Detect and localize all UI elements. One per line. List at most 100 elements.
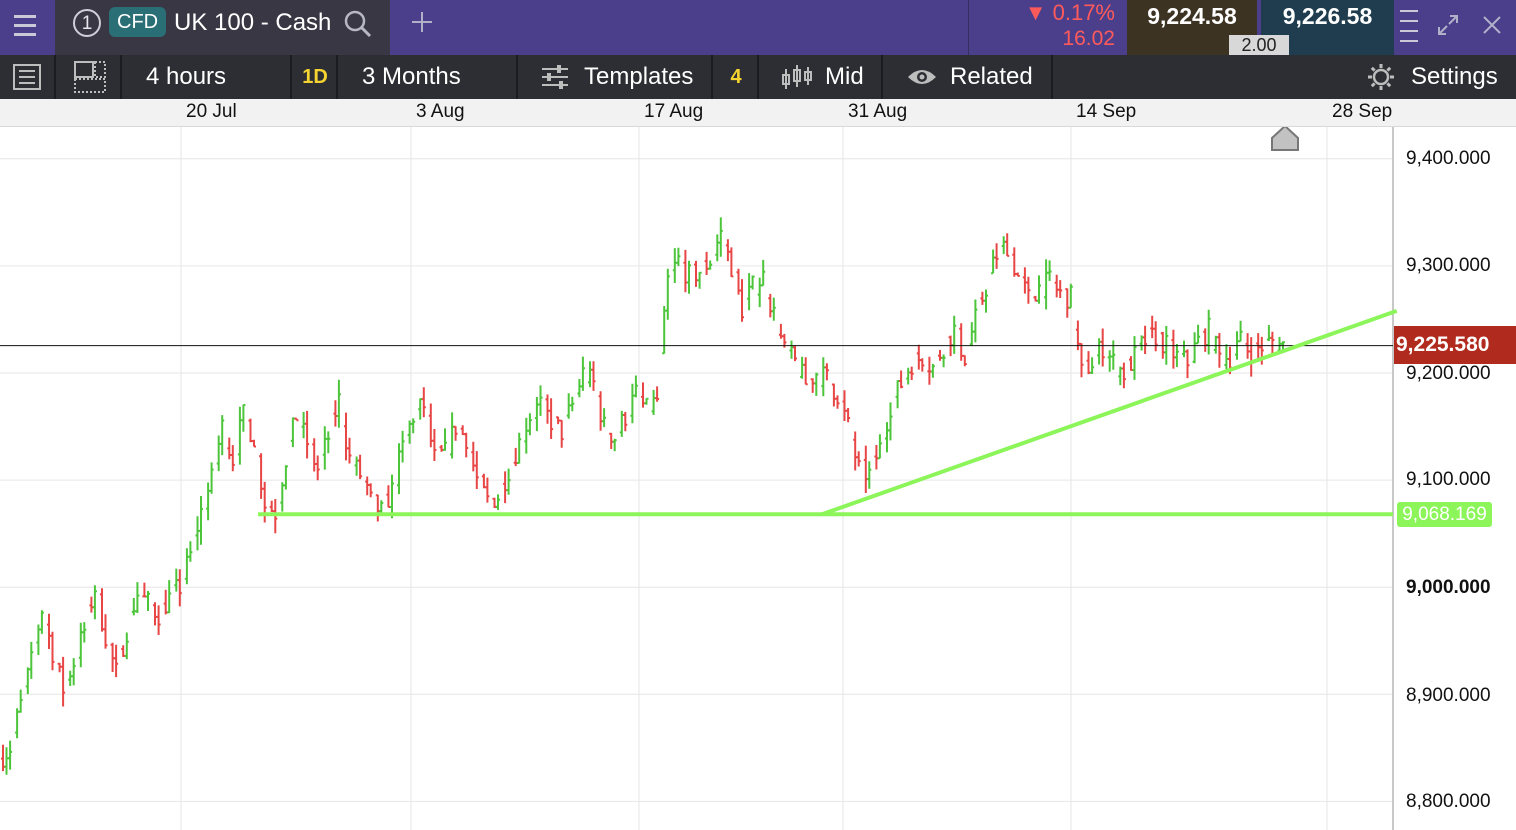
ohlc-bar — [899, 370, 904, 389]
search-icon[interactable] — [343, 9, 373, 39]
ohlc-bar — [1217, 333, 1222, 368]
ohlc-bar — [397, 443, 401, 495]
ohlc-bar — [973, 299, 978, 343]
ohlc-bar — [1086, 351, 1091, 375]
ohlc-bar — [715, 234, 720, 262]
ohlc-bar — [757, 277, 762, 308]
ohlc-bar — [651, 389, 656, 415]
ohlc-bar — [821, 357, 826, 397]
ohlc-bar — [283, 465, 288, 490]
change-percent: ▼ 0.17% — [1024, 0, 1115, 25]
ohlc-bar — [252, 439, 256, 448]
ohlc-bar — [559, 419, 564, 448]
spread-badge: 2.00 — [1229, 35, 1289, 55]
interval-selector[interactable]: 4 hours — [124, 55, 292, 99]
ohlc-bar — [874, 445, 879, 470]
expand-icon[interactable] — [1436, 13, 1460, 37]
ohlc-bar — [676, 247, 681, 267]
templates-button[interactable]: Templates — [520, 55, 713, 99]
menu-button[interactable] — [0, 0, 55, 55]
ohlc-bar — [655, 386, 660, 402]
panel-handle[interactable] — [1396, 0, 1422, 55]
related-label: Related — [950, 63, 1033, 90]
hamburger-icon — [14, 15, 36, 37]
ohlc-bar — [761, 259, 766, 287]
instrument-type-badge: CFD — [109, 7, 167, 37]
trendline[interactable] — [821, 308, 1398, 517]
ohlc-bar — [195, 516, 200, 551]
ohlc-bar — [1022, 267, 1027, 294]
ohlc-bar — [163, 589, 168, 615]
ohlc-bar — [885, 422, 889, 453]
range-selector[interactable]: 3 Months — [340, 55, 518, 99]
related-button[interactable]: Related — [885, 55, 1053, 99]
templates-count[interactable]: 4 — [715, 55, 759, 99]
ohlc-bar — [938, 349, 942, 361]
ohlc-bar — [411, 418, 416, 434]
ohlc-bar — [29, 641, 34, 679]
ohlc-bar — [1097, 338, 1102, 365]
ohlc-bar — [1139, 335, 1144, 351]
ohlc-bar — [644, 397, 649, 405]
ohlc-bar — [778, 323, 783, 339]
change-points: 16.02 — [1062, 27, 1115, 50]
ohlc-bar — [1079, 342, 1084, 378]
ohlc-bar — [1150, 315, 1155, 339]
instrument-tab[interactable]: 1 CFD UK 100 - Cash — [55, 0, 390, 55]
ohlc-bar — [262, 481, 267, 523]
ohlc-bar — [1058, 280, 1063, 298]
price-tick-label: 8,800.000 — [1406, 791, 1491, 812]
price-type-label: Mid — [825, 63, 864, 90]
chart-list-button[interactable] — [0, 55, 56, 99]
price-chart[interactable] — [0, 127, 1516, 830]
ohlc-bar — [545, 394, 550, 424]
ohlc-bar — [1033, 295, 1038, 302]
ohlc-bar — [980, 291, 985, 305]
date-label: 14 Sep — [1076, 101, 1137, 122]
price-type-selector[interactable]: Mid — [761, 55, 883, 99]
ohlc-bar — [930, 363, 935, 378]
ohlc-bar — [863, 445, 868, 493]
ohlc-bar — [50, 631, 55, 671]
ohlc-bar — [1213, 335, 1218, 354]
home-icon[interactable] — [1271, 127, 1299, 151]
support-price-tag[interactable]: 9,068.169 — [1397, 502, 1492, 527]
ohlc-bar — [750, 275, 755, 290]
ohlc-bar — [1005, 233, 1010, 257]
ohlc-bar — [347, 437, 352, 464]
ohlc-bar — [450, 412, 455, 459]
ohlc-bar — [736, 268, 741, 295]
close-icon[interactable] — [1481, 14, 1503, 36]
ohlc-bar — [280, 482, 285, 512]
ohlc-bar — [570, 396, 575, 412]
ohlc-bar — [612, 438, 617, 452]
ohlc-bar — [481, 473, 486, 489]
add-tab-button[interactable] — [392, 0, 452, 55]
ohlc-bar — [439, 445, 444, 452]
date-label: 17 Aug — [644, 101, 704, 122]
ohlc-bar — [485, 477, 490, 503]
ohlc-bar — [527, 413, 532, 436]
ohlc-bar — [1153, 321, 1158, 352]
ohlc-bar — [184, 548, 189, 585]
ohlc-bar — [492, 497, 497, 508]
ohlc-bar — [1100, 328, 1105, 367]
date-label: 20 Jul — [186, 101, 237, 122]
ohlc-bar — [336, 379, 341, 428]
layout-icon — [74, 61, 106, 93]
ohlc-bar — [206, 482, 211, 521]
ohlc-bar — [1182, 340, 1186, 358]
sell-button[interactable]: 9,224.58 — [1127, 0, 1257, 55]
period-1d-button[interactable]: 1D — [294, 55, 338, 99]
ohlc-bar — [994, 243, 999, 269]
settings-button[interactable]: Settings — [1362, 55, 1516, 99]
ohlc-bar — [61, 656, 66, 707]
templates-count-badge: 4 — [730, 66, 742, 88]
ohlc-bar — [18, 689, 23, 713]
ohlc-bar — [1249, 337, 1254, 377]
current-price-tag: 9,225.580 — [1394, 326, 1516, 364]
period-badge: 1D — [302, 66, 328, 88]
ohlc-bar — [704, 251, 709, 275]
layout-button[interactable] — [58, 55, 122, 99]
ohlc-bar — [1277, 336, 1282, 352]
